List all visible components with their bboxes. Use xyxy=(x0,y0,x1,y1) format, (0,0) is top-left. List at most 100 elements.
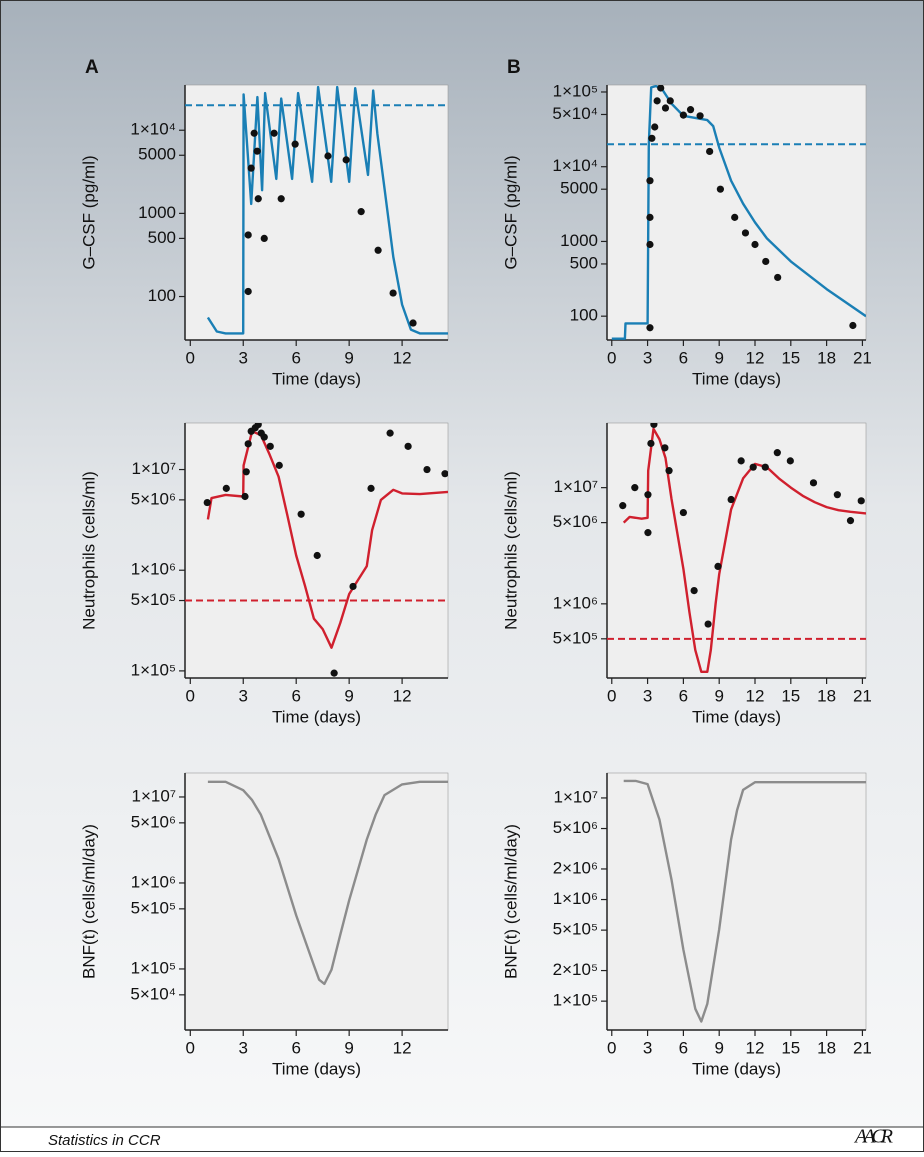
data-point xyxy=(774,273,782,282)
data-point xyxy=(404,442,412,450)
data-point xyxy=(297,510,305,518)
plot-area xyxy=(606,422,867,679)
plot-marks xyxy=(207,780,448,986)
data-point xyxy=(254,423,262,429)
x-tick-label: 0 xyxy=(186,686,195,705)
data-point xyxy=(644,529,652,537)
data-point xyxy=(648,134,656,142)
y-tick-label: 1000 xyxy=(138,203,176,222)
y-tick-label: 1×10⁶ xyxy=(553,889,598,908)
data-point xyxy=(291,140,299,148)
model-line xyxy=(206,430,448,649)
data-point xyxy=(241,492,249,501)
plot-marks xyxy=(185,85,448,335)
y-tick-label: 500 xyxy=(148,228,176,247)
x-axis-label: Time (days) xyxy=(692,1059,781,1078)
x-axis-label: Time (days) xyxy=(272,369,361,388)
data-point xyxy=(270,129,278,137)
data-point xyxy=(342,156,350,164)
data-point xyxy=(846,517,855,525)
y-tick-label: 5×10⁶ xyxy=(131,812,176,831)
data-point xyxy=(704,620,712,628)
data-point xyxy=(727,495,735,504)
data-point xyxy=(737,457,745,465)
x-tick-label: 9 xyxy=(714,686,723,705)
y-tick-label: 100 xyxy=(570,306,598,325)
y-tick-label: 1×10⁵ xyxy=(553,991,598,1010)
y-tick-label: 100 xyxy=(148,286,176,305)
data-point xyxy=(619,502,627,510)
y-tick-label: 5×10⁶ xyxy=(131,489,176,508)
chart-panel: 0 3 6 9 12 15 18 21 5×10⁵ 1×10⁶ 5×10⁶ 1×10⁷ Time (da… xyxy=(501,422,872,726)
y-tick-label: 1×10⁷ xyxy=(554,477,598,496)
data-point xyxy=(657,85,665,92)
logo: AACR xyxy=(853,1126,893,1148)
model-line xyxy=(623,779,866,1023)
x-tick-label: 9 xyxy=(714,1038,723,1057)
y-tick-label: 2×10⁶ xyxy=(553,858,598,877)
y-tick-label: 500 xyxy=(570,253,598,272)
data-point xyxy=(646,177,654,185)
data-point xyxy=(260,433,268,441)
data-point xyxy=(367,484,375,492)
plot-area xyxy=(184,422,449,679)
x-tick-label: 21 xyxy=(853,686,872,705)
y-tick-label: 5×10⁵ xyxy=(553,628,598,647)
x-tick-label: 6 xyxy=(291,686,300,705)
data-point xyxy=(646,240,654,249)
data-point xyxy=(409,319,417,327)
model-line xyxy=(207,780,448,986)
x-tick-label: 12 xyxy=(393,348,412,367)
data-point xyxy=(741,229,750,237)
plot-marks xyxy=(623,779,866,1023)
data-point xyxy=(644,491,652,499)
data-point xyxy=(761,463,769,471)
y-tick-label: 5×10⁵ xyxy=(131,590,176,609)
data-point xyxy=(277,195,285,203)
data-point xyxy=(646,324,654,332)
data-point xyxy=(809,479,818,487)
y-tick-label: 1×10⁴ xyxy=(130,120,176,139)
data-point xyxy=(762,257,770,266)
data-point xyxy=(731,213,739,221)
y-tick-label: 1×10⁶ xyxy=(553,593,598,612)
y-tick-label: 1×10⁵ xyxy=(131,958,176,977)
x-tick-label: 3 xyxy=(239,348,248,367)
x-tick-label: 18 xyxy=(817,348,836,367)
y-tick-label: 2×10⁵ xyxy=(553,960,598,979)
plot-area xyxy=(184,772,449,1031)
data-point xyxy=(244,231,252,239)
x-tick-label: 9 xyxy=(344,686,353,705)
plot-marks xyxy=(607,85,866,340)
data-point xyxy=(857,497,865,505)
x-axis-label: Time (days) xyxy=(272,1059,361,1078)
data-point xyxy=(374,246,382,254)
x-axis-label: Time (days) xyxy=(692,369,781,388)
y-tick-label: 1×10⁵ xyxy=(553,81,598,100)
data-point xyxy=(749,463,757,471)
data-point xyxy=(247,164,255,172)
data-point xyxy=(833,491,841,499)
data-point xyxy=(653,97,661,105)
x-tick-label: 3 xyxy=(643,348,652,367)
data-point xyxy=(330,669,338,677)
x-tick-label: 12 xyxy=(746,1038,765,1057)
y-tick-label: 5×10⁴ xyxy=(130,984,176,1003)
data-point xyxy=(696,112,704,120)
data-point xyxy=(275,461,283,469)
data-point xyxy=(441,470,448,478)
x-tick-label: 0 xyxy=(607,1038,616,1057)
x-tick-label: 12 xyxy=(393,686,412,705)
x-tick-label: 9 xyxy=(344,348,353,367)
y-axis-label: Neutrophils (cells/ml) xyxy=(501,471,520,630)
y-tick-label: 5×10⁶ xyxy=(553,818,598,837)
data-point xyxy=(666,97,674,105)
data-point xyxy=(661,104,670,112)
data-point xyxy=(647,439,655,448)
x-tick-label: 6 xyxy=(291,348,300,367)
y-tick-label: 1×10⁴ xyxy=(552,156,598,175)
x-tick-label: 12 xyxy=(393,1038,412,1057)
data-point xyxy=(646,213,654,221)
data-point xyxy=(849,321,857,330)
y-axis-label: BNF(t) (cells/ml/day) xyxy=(501,824,520,979)
